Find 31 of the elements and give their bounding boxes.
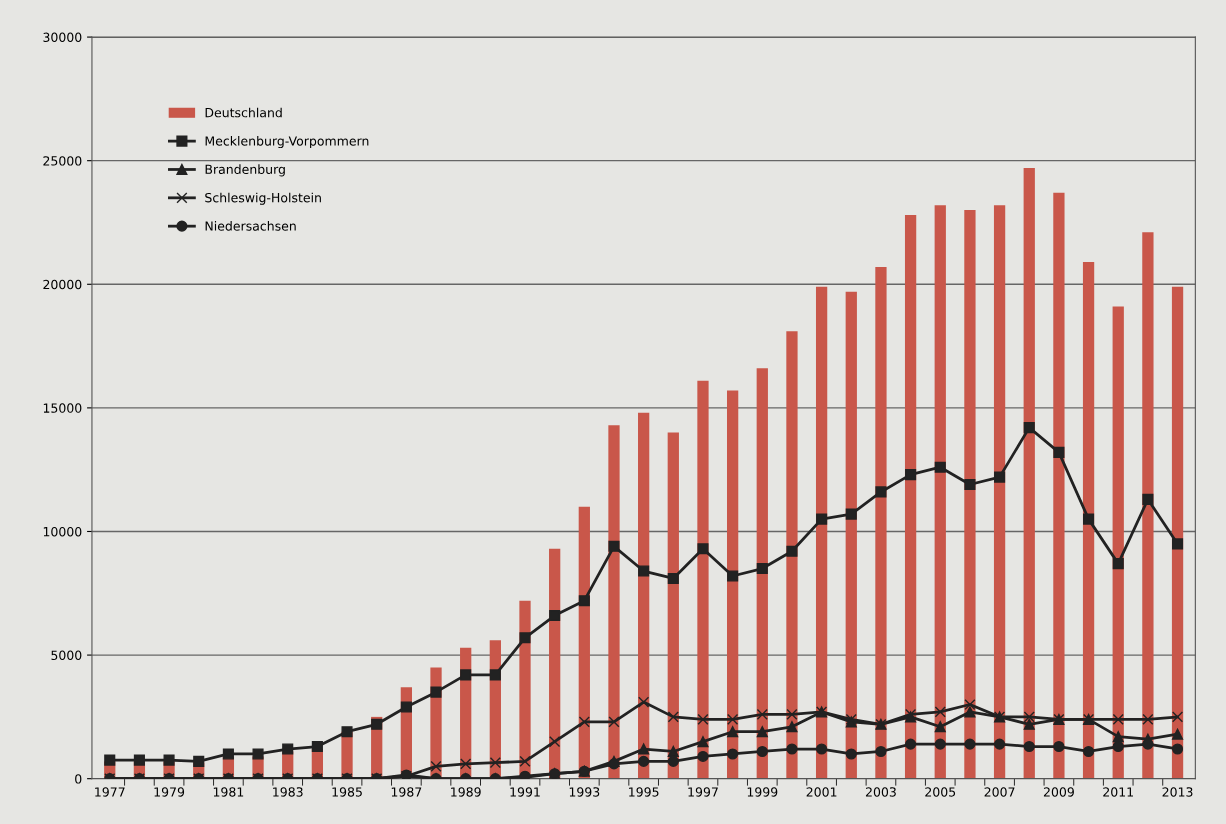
legend-label: Schleswig-Holstein [205,192,321,205]
x-tick-label: 1997 [688,787,718,797]
x-tick-label: 2001 [806,787,837,797]
legend-label: Niedersachsen [205,221,296,231]
y-tick-label: 10000 [43,526,82,537]
x-tick-label: 2009 [1043,787,1074,797]
y-tick-label: 0 [75,774,82,784]
x-tick-label: 2003 [865,787,896,797]
legend-label: Deutschland [205,107,282,118]
legend-label: Brandenburg [205,164,285,177]
x-tick-label: 1981 [213,787,244,797]
y-tick-label: 25000 [43,156,82,166]
x-tick-label: 1979 [154,787,185,797]
x-tick-label: 1999 [747,787,778,797]
x-tick-label: 2005 [925,787,956,797]
y-tick-label: 15000 [43,403,82,413]
legend-label: Mecklenburg-Vorpommern [205,136,369,149]
x-tick-label: 1993 [569,787,600,797]
y-tick-label: 20000 [43,279,82,290]
x-tick-label: 1983 [273,787,303,797]
x-tick-label: 1987 [391,787,422,797]
x-tick-label: 1989 [451,787,481,797]
x-tick-label: 2007 [984,787,1015,797]
y-tick-label: 5000 [51,650,82,661]
y-tick-label: 30000 [43,32,82,43]
x-tick-label: 1977 [95,787,125,797]
x-tick-label: 1991 [510,787,540,797]
x-tick-label: 1985 [332,787,362,797]
x-tick-label: 2011 [1103,787,1133,797]
x-tick-label: 2013 [1162,787,1193,797]
x-tick-label: 1995 [629,787,659,797]
